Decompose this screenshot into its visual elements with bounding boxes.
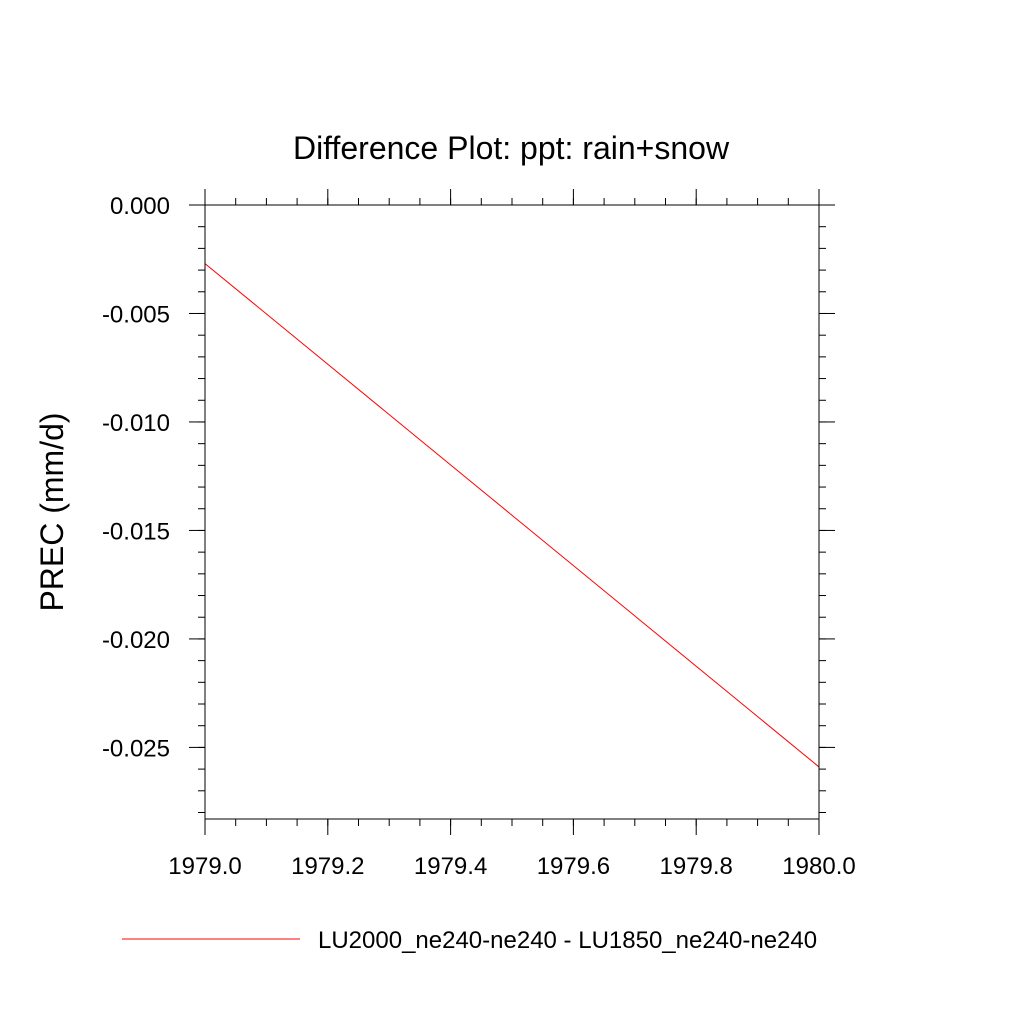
y-tick-label: -0.010 bbox=[102, 410, 170, 437]
y-tick-label: -0.025 bbox=[102, 735, 170, 762]
x-tick-label: 1979.2 bbox=[291, 853, 364, 880]
plot-frame bbox=[204, 204, 820, 820]
x-tick-label: 1979.6 bbox=[537, 853, 610, 880]
chart-title: Difference Plot: ppt: rain+snow bbox=[293, 130, 730, 166]
x-tick-labels: 1979.0 1979.2 1979.4 1979.6 1979.8 1980.0 bbox=[168, 853, 855, 880]
y-axis-label: PREC (mm/d) bbox=[34, 412, 70, 611]
y-tick-label: -0.020 bbox=[102, 627, 170, 654]
x-tick-label: 1980.0 bbox=[782, 853, 855, 880]
y-tick-label: -0.015 bbox=[102, 518, 170, 545]
x-tick-label: 1979.8 bbox=[659, 853, 732, 880]
series-line bbox=[204, 263, 820, 768]
y-tick-labels: 0.000 -0.005 -0.010 -0.015 -0.020 -0.025 bbox=[102, 193, 170, 762]
legend-label: LU2000_ne240-ne240 - LU1850_ne240-ne240 bbox=[318, 927, 817, 954]
minor-ticks bbox=[198, 198, 826, 826]
y-tick-label: 0.000 bbox=[110, 193, 170, 220]
series-lines bbox=[204, 263, 820, 768]
x-tick-label: 1979.4 bbox=[414, 853, 487, 880]
legend: LU2000_ne240-ne240 - LU1850_ne240-ne240 bbox=[122, 927, 817, 954]
major-ticks bbox=[189, 189, 835, 835]
x-tick-label: 1979.0 bbox=[168, 853, 241, 880]
y-tick-label: -0.005 bbox=[102, 301, 170, 328]
